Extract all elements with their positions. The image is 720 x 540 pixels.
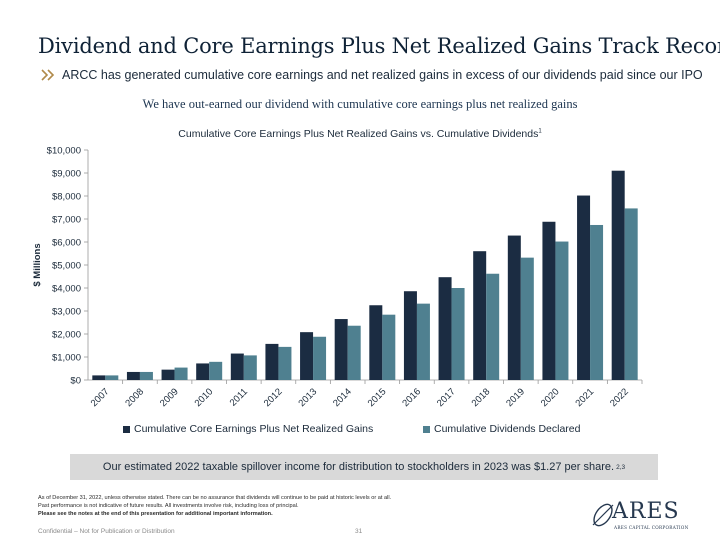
bar-core-earnings-2011	[230, 353, 244, 380]
x-tick-label: 2016	[400, 386, 423, 409]
x-tick-label: 2008	[123, 386, 146, 409]
bar-dividends-2011	[243, 355, 257, 380]
x-tick-label: 2010	[193, 386, 216, 409]
x-tick-label: 2013	[296, 386, 319, 409]
x-tick-label: 2009	[158, 386, 181, 409]
bar-core-earnings-2014	[334, 319, 348, 380]
x-tick-label: 2014	[331, 386, 354, 409]
logo-wordmark: ARES	[612, 499, 680, 524]
bar-core-earnings-2010	[196, 363, 210, 380]
bar-dividends-2014	[347, 325, 361, 380]
y-axis-label: $ Millions	[32, 243, 43, 286]
bar-dividends-2020	[555, 241, 569, 380]
double-chevron-right-icon	[41, 69, 55, 81]
x-tick-label: 2007	[89, 386, 112, 409]
note-line-3: Please see the notes at the end of this …	[38, 511, 273, 517]
bar-dividends-2018	[486, 273, 500, 380]
ares-logo-mark-icon	[592, 503, 614, 527]
callout-footnote: 2,3	[616, 463, 626, 471]
bar-core-earnings-2009	[161, 369, 175, 380]
bar-dividends-2009	[174, 367, 188, 380]
page-number: 31	[355, 528, 363, 535]
bar-core-earnings-2021	[577, 195, 591, 380]
confidential-label: Confidential – Not for Publication or Di…	[38, 528, 175, 535]
note-line-2: Past performance is not indicative of fu…	[38, 503, 299, 509]
y-tick-label: $8,000	[52, 192, 81, 203]
x-tick-label: 2017	[435, 386, 458, 409]
x-tick-label: 2018	[470, 386, 493, 409]
y-tick-label: $1,000	[52, 353, 81, 364]
legend-item-dividends: Cumulative Dividends Declared	[423, 423, 580, 435]
bar-core-earnings-2015	[369, 305, 383, 380]
y-tick-label: $2,000	[52, 330, 81, 341]
x-tick-label: 2021	[573, 386, 596, 409]
chart-title: Cumulative Core Earnings Plus Net Realiz…	[0, 128, 720, 140]
bar-core-earnings-2007	[92, 375, 106, 380]
page-title: Dividend and Core Earnings Plus Net Real…	[38, 34, 720, 58]
spillover-callout: Our estimated 2022 taxable spillover inc…	[70, 454, 658, 480]
y-tick-label: $3,000	[52, 307, 81, 318]
subtitle-row: ARCC has generated cumulative core earni…	[40, 68, 703, 82]
tagline: We have out-earned our dividend with cum…	[142, 97, 578, 111]
y-tick-label: $9,000	[52, 169, 81, 180]
bar-core-earnings-2008	[126, 371, 140, 380]
bar-core-earnings-2013	[300, 332, 314, 380]
x-tick-label: 2012	[262, 386, 285, 409]
x-tick-label: 2011	[228, 386, 250, 408]
x-tick-label: 2015	[366, 386, 389, 409]
x-tick-label: 2019	[504, 386, 527, 409]
bar-dividends-2017	[451, 288, 465, 380]
bar-core-earnings-2018	[473, 251, 487, 380]
bar-core-earnings-2012	[265, 343, 279, 380]
bar-dividends-2022	[624, 208, 638, 380]
y-tick-label: $7,000	[52, 215, 81, 226]
bar-chart: $0 $1,000 $2,000 $3,000 $4,000 $5,000 $6,000 $7…	[32, 146, 643, 409]
bar-core-earnings-2020	[542, 221, 556, 380]
bar-core-earnings-2016	[403, 291, 417, 380]
disclaimer-notes: As of December 31, 2022, unless otherwis…	[38, 494, 391, 518]
chart-title-footnote: 1	[538, 128, 542, 135]
x-tick-label: 2022	[608, 386, 631, 409]
chart-title-text: Cumulative Core Earnings Plus Net Realiz…	[178, 128, 539, 140]
legend-swatch-dividends	[423, 425, 430, 433]
y-tick-label: $6,000	[52, 238, 81, 249]
y-tick-label: $10,000	[47, 146, 81, 157]
y-tick-label: $0	[70, 376, 81, 387]
x-tick-label: 2020	[539, 386, 562, 409]
bar-dividends-2012	[278, 346, 292, 380]
bar-core-earnings-2022	[611, 170, 625, 380]
bar-core-earnings-2019	[507, 235, 521, 380]
legend-label-dividends: Cumulative Dividends Declared	[434, 423, 581, 435]
subtitle-text: ARCC has generated cumulative core earni…	[62, 68, 703, 82]
callout-text: Our estimated 2022 taxable spillover inc…	[102, 461, 615, 473]
bar-dividends-2015	[382, 314, 396, 380]
bar-dividends-2010	[209, 361, 223, 380]
bar-dividends-2008	[139, 371, 153, 380]
note-line-1: As of December 31, 2022, unless otherwis…	[38, 495, 392, 501]
bar-dividends-2007	[105, 375, 119, 380]
legend-swatch-core-earnings	[123, 425, 130, 433]
bar-dividends-2013	[313, 336, 327, 380]
ares-logo: ARES ARES CAPITAL CORPORATION	[590, 499, 690, 535]
bar-dividends-2019	[520, 257, 534, 380]
bar-dividends-2016	[416, 303, 430, 380]
legend-label-core-earnings: Cumulative Core Earnings Plus Net Realiz…	[134, 423, 374, 435]
y-tick-label: $4,000	[52, 284, 81, 295]
logo-tagline: ARES CAPITAL CORPORATION	[614, 525, 689, 530]
bar-core-earnings-2017	[438, 277, 452, 380]
y-tick-label: $5,000	[52, 261, 81, 272]
legend-item-core-earnings: Cumulative Core Earnings Plus Net Realiz…	[123, 423, 373, 435]
bar-dividends-2021	[590, 224, 604, 380]
